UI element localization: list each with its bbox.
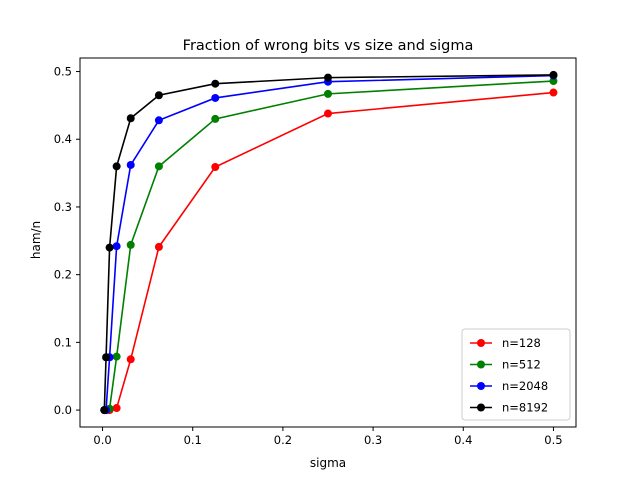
data-point [112,242,121,251]
y-tick-label: 0.5 [54,65,72,79]
data-point [154,242,163,251]
data-point [211,114,220,123]
data-point [126,114,135,123]
y-tick-label: 0.1 [54,335,72,349]
x-axis-label: sigma [310,456,346,470]
data-point [324,73,332,82]
data-point [126,160,135,169]
legend-marker [477,403,485,412]
legend-label: n=8192 [502,401,548,415]
data-point [105,243,114,252]
y-axis-label: ham/n [29,221,43,259]
legend-label: n=512 [502,358,541,372]
y-tick-label: 0.3 [54,200,72,214]
data-point [100,406,109,415]
data-point [154,91,163,100]
data-point [102,353,111,362]
axis-ticks: 0.0 0.1 0.2 0.3 0.4 0.5 0.0 0.1 0.2 0.3 0.4 0.5 [54,65,563,447]
x-tick-label: 0.4 [454,433,472,447]
data-point [549,88,558,97]
legend-marker [477,382,485,390]
data-point [211,79,220,88]
series-n-8192 [100,70,558,415]
data-point [112,352,121,361]
data-point [112,162,121,171]
y-tick-label: 0.0 [54,403,72,417]
data-point [154,162,163,171]
data-point [126,240,135,249]
data-point [324,109,332,118]
y-tick-label: 0.2 [54,268,72,282]
data-point [126,355,135,364]
data-point [211,163,220,172]
x-tick-label: 0.3 [364,433,382,447]
data-point [112,404,121,413]
legend-marker [477,360,485,369]
data-point [154,116,163,125]
x-tick-label: 0.1 [184,433,202,447]
legend-marker [477,339,485,347]
legend-label: n=2048 [502,379,548,393]
legend-box [461,328,571,421]
chart-title: Fraction of wrong bits vs size and sigma [183,38,474,54]
data-point [324,89,332,98]
data-point [211,93,220,102]
legend-label: n=128 [502,336,541,350]
plot-frame [79,57,577,428]
x-tick-label: 0.2 [274,433,292,447]
legend: n=128 n=512 n=2048 n=8192 [461,328,571,421]
x-tick-label: 0.5 [544,433,562,447]
series-group [100,70,558,415]
y-tick-label: 0.4 [54,132,72,146]
x-tick-label: 0.0 [93,433,111,447]
data-point [549,70,558,79]
